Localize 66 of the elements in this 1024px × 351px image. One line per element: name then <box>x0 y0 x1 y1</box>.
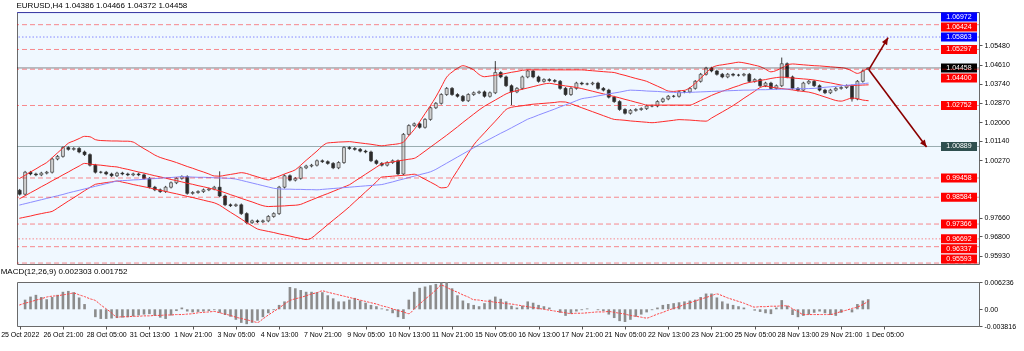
bar <box>245 309 248 325</box>
line-series <box>19 61 869 181</box>
bar <box>375 306 378 310</box>
bar <box>466 303 470 310</box>
bar <box>337 301 340 310</box>
bar <box>348 299 351 310</box>
bar <box>472 304 475 310</box>
bar <box>158 309 162 318</box>
bar <box>148 309 151 315</box>
bar <box>629 309 632 320</box>
bar <box>185 309 189 312</box>
bar <box>802 309 805 316</box>
bar <box>402 309 405 319</box>
bar <box>737 306 740 310</box>
bar <box>239 309 243 323</box>
bar <box>726 303 729 310</box>
bar <box>391 309 394 314</box>
bar <box>256 309 259 321</box>
bar <box>94 309 97 318</box>
chart-title: MACD(12,26,9) 0.002303 0.001752 <box>0 267 128 276</box>
bar <box>564 309 567 316</box>
bar <box>494 296 497 310</box>
line-series <box>19 284 869 323</box>
bar <box>137 309 140 316</box>
bar <box>666 304 670 310</box>
bar <box>202 309 205 312</box>
bar <box>429 285 432 310</box>
bar <box>710 293 713 310</box>
bar <box>229 309 232 317</box>
bar <box>99 309 103 319</box>
bar <box>780 300 784 310</box>
bar <box>321 292 324 310</box>
bar <box>818 309 821 312</box>
bar <box>526 301 530 310</box>
bar <box>310 291 313 310</box>
bar <box>45 299 49 310</box>
bar <box>67 290 70 310</box>
bar <box>510 305 513 310</box>
bar <box>299 290 303 310</box>
bar <box>445 282 448 310</box>
bar <box>645 309 648 313</box>
bar <box>294 288 297 310</box>
bar <box>56 294 59 310</box>
bar <box>121 309 124 318</box>
bar <box>83 304 86 310</box>
bar <box>866 299 870 310</box>
bar <box>639 309 643 315</box>
bar <box>456 295 459 310</box>
chart-title: EURUSD,H4 1.04386 1.04466 1.04372 1.04458 <box>16 1 188 10</box>
bar <box>40 297 43 310</box>
bar <box>364 302 367 310</box>
bar <box>483 303 486 310</box>
bar <box>72 292 76 310</box>
bar <box>191 309 194 313</box>
bar <box>618 309 621 322</box>
bar <box>267 309 270 314</box>
bar <box>791 309 794 315</box>
bar <box>439 282 443 310</box>
bar <box>764 309 767 314</box>
bar <box>499 298 502 310</box>
bar <box>699 297 702 310</box>
bar <box>575 309 578 312</box>
bar <box>326 295 330 310</box>
bar <box>720 301 724 310</box>
bar <box>412 291 416 310</box>
bar <box>418 287 421 310</box>
